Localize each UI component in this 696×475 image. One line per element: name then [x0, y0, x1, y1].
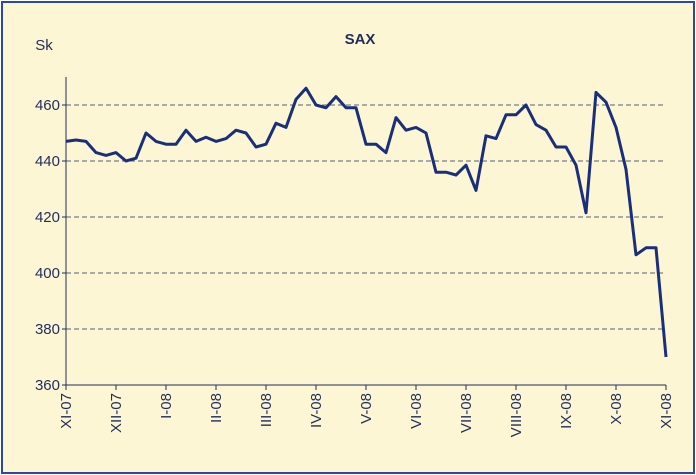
y-tick-label: 380: [35, 321, 60, 338]
x-tick-label: VII-08: [458, 393, 475, 433]
line-series: [65, 86, 668, 358]
x-tick-label: X-08: [608, 393, 625, 425]
x-tick-label: XI-07: [58, 393, 75, 429]
x-tick-label: VI-08: [408, 393, 425, 429]
x-tick-label: IX-08: [558, 393, 575, 429]
y-tick-label: 360: [35, 377, 60, 394]
x-tick-label: V-08: [358, 393, 375, 424]
y-tick-label: 400: [35, 265, 60, 282]
y-tick-label: 460: [35, 97, 60, 114]
y-tick-label: 420: [35, 209, 60, 226]
x-tick-label: II-08: [208, 393, 225, 423]
x-tick-label: XII-07: [108, 393, 125, 433]
x-tick-label: VIII-08: [508, 393, 525, 437]
chart-title: SAX: [345, 31, 376, 48]
y-axis-label: Sk: [35, 37, 53, 54]
x-tick-label: III-08: [258, 393, 275, 427]
y-tick-label: 440: [35, 153, 60, 170]
x-tick-label: I-08: [158, 393, 175, 419]
x-tick-label: XI-08: [658, 393, 675, 429]
x-tick-label: IV-08: [308, 393, 325, 428]
